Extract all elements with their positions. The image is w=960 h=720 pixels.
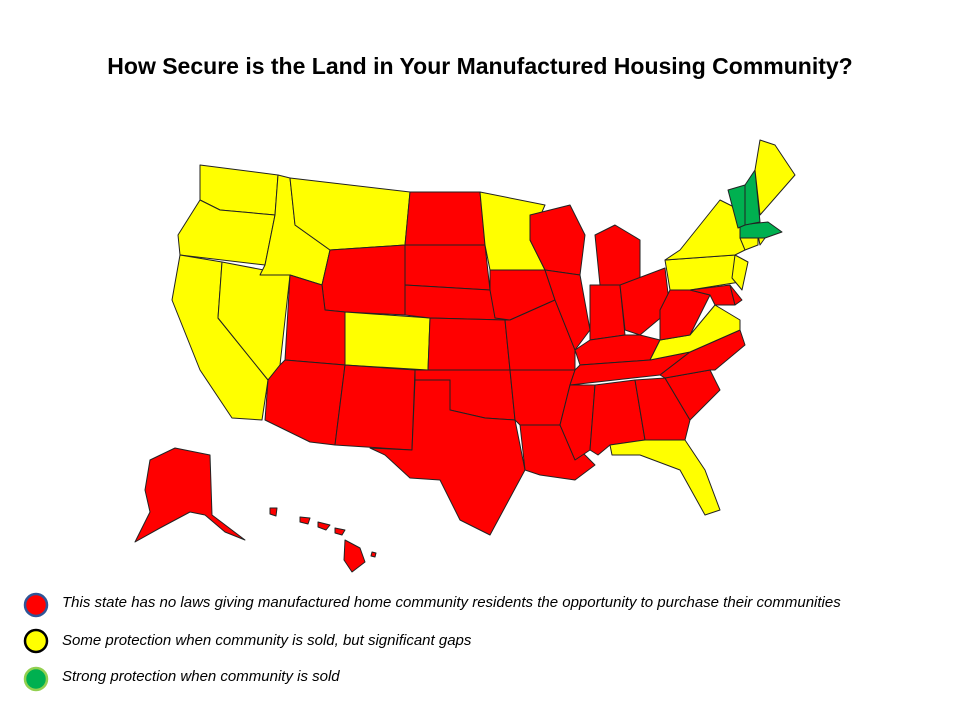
legend-label: This state has no laws giving manufactur… [62,594,841,611]
state [754,139,796,216]
state [370,551,377,558]
title: How Secure is the Land in Your Manufactu… [107,53,852,79]
state [269,507,278,517]
state [404,191,486,246]
state [729,284,743,306]
state [739,221,783,239]
us-map [134,139,796,573]
legend-label: Some protection when community is sold, … [62,632,472,649]
state [404,244,491,291]
legend-swatch [23,628,49,654]
legend: This state has no laws giving manufactur… [23,592,841,692]
state [589,284,626,341]
state [334,527,346,536]
state [609,439,721,516]
state [264,359,346,446]
legend-swatch [23,592,49,618]
state [344,311,431,371]
state [334,364,416,451]
state [369,379,526,536]
state [689,284,736,306]
state [559,384,596,461]
state [731,254,749,291]
state [427,317,511,371]
legend-swatch [23,666,49,692]
state [317,521,331,531]
state [343,539,366,573]
state [619,267,671,336]
state [299,516,311,525]
state [594,224,641,286]
state [634,377,691,441]
state [321,244,406,316]
state [134,447,246,543]
state [649,304,741,361]
legend-label: Strong protection when community is sold [62,668,340,685]
state [544,269,591,351]
